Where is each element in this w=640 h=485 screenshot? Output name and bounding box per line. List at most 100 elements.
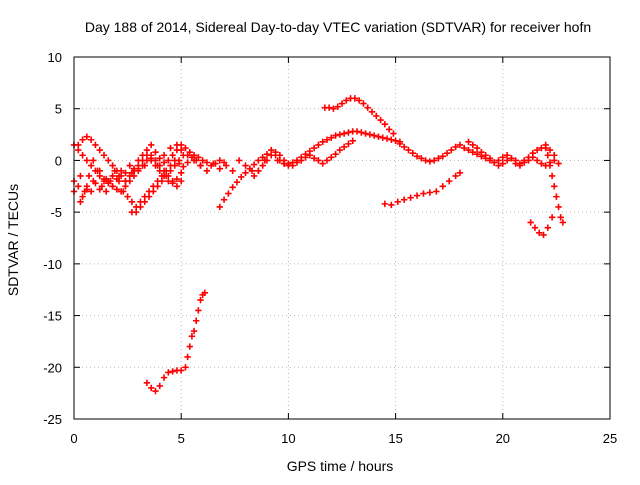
data-point bbox=[557, 214, 564, 221]
data-point bbox=[113, 186, 121, 193]
data-point bbox=[452, 172, 459, 180]
data-point bbox=[109, 172, 116, 180]
data-point bbox=[143, 152, 151, 159]
data-point bbox=[128, 198, 136, 205]
data-point bbox=[182, 144, 189, 152]
series-arc-8 bbox=[250, 137, 356, 180]
data-point bbox=[90, 157, 97, 164]
data-point bbox=[100, 152, 108, 159]
data-point bbox=[173, 146, 181, 154]
data-point bbox=[355, 97, 363, 104]
x-tick-label: 0 bbox=[70, 431, 77, 446]
data-point bbox=[87, 162, 95, 169]
data-point bbox=[368, 108, 376, 116]
data-point bbox=[461, 144, 468, 152]
data-point bbox=[345, 140, 352, 148]
data-point bbox=[235, 157, 243, 164]
data-point bbox=[193, 157, 200, 164]
data-point bbox=[336, 131, 344, 138]
data-point bbox=[242, 169, 249, 177]
data-point bbox=[263, 157, 271, 164]
data-point bbox=[109, 162, 116, 169]
data-point bbox=[548, 214, 556, 221]
data-point bbox=[546, 146, 554, 154]
data-point bbox=[171, 157, 178, 164]
y-tick-label: -20 bbox=[43, 360, 62, 375]
data-point bbox=[178, 177, 185, 185]
data-point bbox=[128, 208, 136, 216]
data-point bbox=[250, 172, 258, 180]
data-point bbox=[310, 144, 318, 152]
data-point bbox=[276, 152, 284, 159]
data-point bbox=[351, 95, 359, 102]
data-point bbox=[184, 159, 191, 166]
data-point bbox=[109, 183, 116, 190]
data-point bbox=[315, 157, 322, 164]
data-point bbox=[315, 141, 322, 149]
data-point bbox=[152, 162, 159, 169]
data-point bbox=[102, 188, 110, 195]
data-point bbox=[280, 157, 288, 164]
data-point bbox=[362, 130, 369, 137]
data-point bbox=[197, 296, 204, 304]
data-point bbox=[216, 203, 223, 211]
data-point bbox=[473, 151, 481, 158]
data-point bbox=[147, 384, 155, 392]
data-point bbox=[255, 167, 262, 174]
data-point bbox=[137, 198, 144, 205]
data-point bbox=[499, 154, 506, 161]
data-point bbox=[375, 133, 382, 140]
data-point bbox=[162, 167, 170, 174]
data-point bbox=[268, 152, 275, 159]
data-point bbox=[323, 157, 331, 164]
data-marks bbox=[70, 95, 567, 395]
data-point bbox=[167, 162, 174, 169]
data-point bbox=[370, 132, 378, 139]
data-point bbox=[87, 136, 95, 143]
data-point bbox=[130, 167, 138, 174]
data-point bbox=[122, 177, 129, 185]
data-point bbox=[486, 155, 494, 162]
data-point bbox=[392, 137, 399, 144]
data-point bbox=[178, 169, 185, 177]
data-point bbox=[388, 201, 395, 209]
data-point bbox=[340, 130, 348, 137]
data-point bbox=[160, 152, 168, 159]
data-point bbox=[525, 157, 532, 164]
data-point bbox=[150, 183, 157, 190]
data-point bbox=[491, 159, 498, 166]
data-point bbox=[272, 148, 279, 156]
data-point bbox=[122, 169, 129, 177]
data-point bbox=[141, 193, 148, 200]
data-point bbox=[409, 149, 416, 157]
data-point bbox=[413, 153, 421, 160]
data-point bbox=[246, 165, 254, 172]
data-point bbox=[126, 162, 133, 169]
data-point bbox=[533, 157, 541, 164]
y-axis-label: SDTVAR / TECUs bbox=[5, 184, 21, 296]
y-tick-label: 0 bbox=[55, 153, 62, 168]
data-point bbox=[156, 155, 163, 162]
data-point bbox=[388, 136, 395, 143]
data-point bbox=[120, 188, 127, 195]
data-point bbox=[220, 159, 228, 166]
x-tick-label: 20 bbox=[496, 431, 510, 446]
data-point bbox=[418, 155, 425, 162]
data-point bbox=[83, 133, 91, 140]
data-point bbox=[465, 146, 472, 154]
data-point bbox=[107, 177, 114, 185]
data-point bbox=[325, 104, 333, 111]
data-point bbox=[158, 172, 166, 180]
data-point bbox=[345, 129, 352, 136]
x-tick-label: 15 bbox=[388, 431, 402, 446]
data-point bbox=[263, 151, 271, 158]
data-point bbox=[182, 364, 189, 371]
data-point bbox=[340, 143, 348, 151]
data-point bbox=[430, 157, 438, 164]
data-point bbox=[426, 189, 434, 196]
data-point bbox=[85, 172, 93, 180]
data-point bbox=[448, 146, 455, 154]
data-point bbox=[188, 154, 196, 161]
data-point bbox=[302, 154, 309, 161]
data-point bbox=[238, 173, 245, 181]
